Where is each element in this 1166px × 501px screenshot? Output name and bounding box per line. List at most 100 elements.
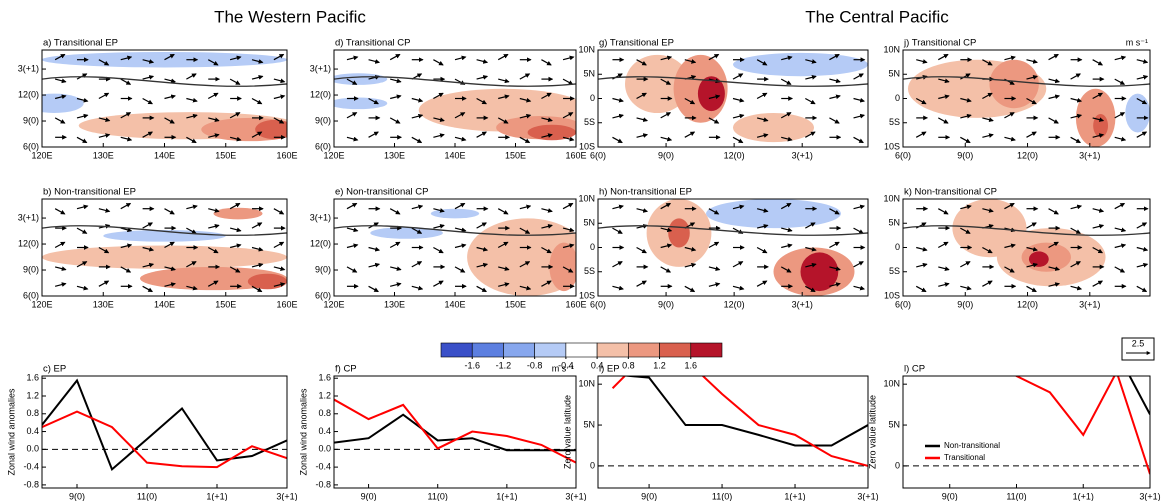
wind-vector [612,97,624,103]
y-tick-label: 1.6 [318,373,331,383]
wind-vector [120,227,133,233]
wind-vector [1026,285,1037,293]
wind-vector [1070,285,1083,291]
x-tick-label: 160E [565,299,586,309]
plot-frame [333,375,577,489]
wind-vector [938,282,950,287]
units: m s⁻¹ [552,363,574,373]
wind-vector [636,117,649,122]
wind-vector [411,136,423,144]
colorbar-label: -1.2 [496,360,512,370]
y-tick-label: 0 [895,460,900,470]
wind-vector [684,246,697,252]
wind-vector [98,246,110,254]
wind-vector [756,208,769,213]
y-tick-label: 0.0 [26,444,39,454]
wind-vector [829,266,841,271]
wind-vector [498,78,510,84]
wind-vector [54,266,67,271]
wind-vector [636,59,647,66]
y-tick-label: 10S [884,290,900,300]
wind-vector [781,227,793,233]
panel-title: a) Transitional EP [43,38,118,49]
wind-vector [142,246,155,252]
shading [706,199,841,229]
x-tick-label: 160E [276,299,297,309]
x-tick-label: 130E [384,150,405,160]
colorbar-label: -0.8 [527,360,543,370]
wind-vector [251,59,264,64]
wind-vector [732,73,744,80]
contour-line [903,225,1150,236]
wind-vector [541,208,553,213]
x-tick-label: 130E [93,299,114,309]
wind-vector [76,136,88,144]
wind-vector [476,59,489,64]
wind-vector [982,117,994,122]
wind-vector [368,131,379,138]
wind-vector [960,73,971,80]
wind-vector [960,97,972,103]
contour-line [334,225,576,236]
y-tick-label: 10N [578,193,595,203]
wind-vector [433,117,445,122]
wind-vector [519,285,532,291]
wind-vector [732,261,744,268]
wind-vector [636,246,647,254]
wind-vector [229,202,241,210]
wind-vector [476,75,489,80]
wind-vector [497,117,509,124]
wind-vector [186,73,197,80]
wind-vector [1004,136,1016,142]
colorbar-label: 1.2 [653,360,666,370]
wind-vector [1048,241,1059,249]
wind-vector [142,262,155,268]
y-tick-label: 6(0) [23,141,39,151]
y-tick-label: 0 [590,460,595,470]
wind-vector [938,266,950,271]
x-tick-label: 9(0) [957,150,973,160]
wind-vector [476,285,487,293]
y-tick-label: 3(+1) [18,212,39,222]
wind-vector [76,204,89,210]
panel-title: i) EP [599,364,620,375]
wind-vector [708,53,720,61]
wind-vector [98,92,110,100]
wind-vector [98,133,111,138]
wind-vector [76,97,89,103]
wind-vector [229,136,242,142]
wind-vector [1048,78,1060,84]
x-tick-label: 9(0) [69,491,85,501]
wind-vector [186,227,197,234]
wind-vector [411,227,423,234]
series-line [42,378,287,472]
wind-vector [390,94,402,100]
wind-vector [915,97,927,105]
wind-vector [120,243,133,249]
wind-vector [1070,113,1083,119]
color-box [565,342,598,358]
wind-vector [829,117,840,124]
wind-vector [541,117,553,122]
wind-vector [251,262,264,268]
field [42,202,287,293]
series-line [1014,376,1150,475]
contour-line [334,76,576,87]
wind-vector [805,131,816,138]
y-tick-label: 12(0) [18,89,39,99]
wind-vector [273,241,285,249]
x-tick-label: 11(0) [1006,491,1026,501]
wind-vector [982,280,993,287]
color-box [503,342,535,358]
wind-vector [541,59,552,66]
wind-vector [1026,262,1038,268]
wind-vector [498,266,510,271]
wind-vector [1136,75,1149,80]
wind-vector [781,136,793,142]
wind-vector [660,112,672,119]
section-title: The Western Pacific [214,7,366,26]
wind-vector [390,282,402,287]
x-tick-label: 1(+1) [206,491,227,501]
color-box [534,342,567,358]
colorbar-label: -0.4 [558,360,574,370]
